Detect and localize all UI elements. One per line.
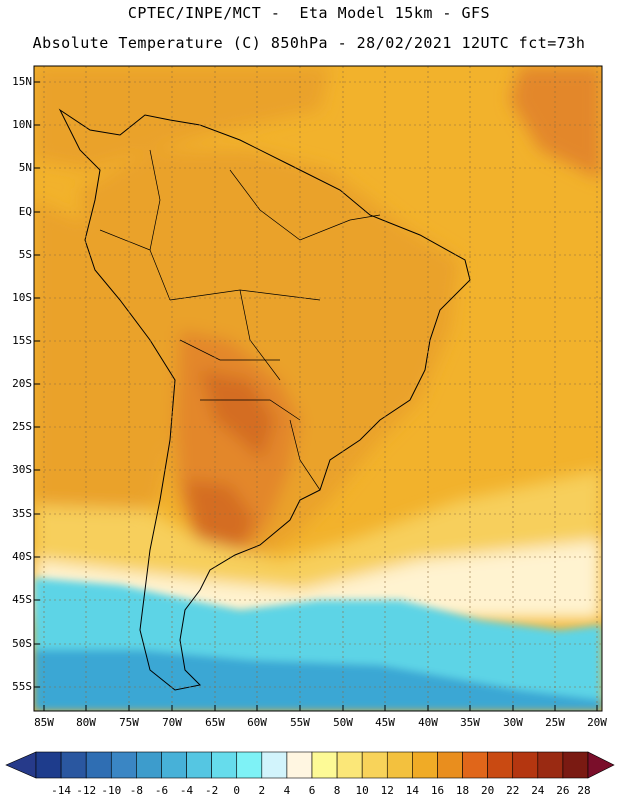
- lon-label: 45W: [375, 716, 395, 729]
- colorbar-cell: [412, 751, 438, 779]
- colorbar-label: 6: [308, 784, 316, 797]
- colorbar-cell: [110, 751, 137, 779]
- colorbar-cell: [437, 751, 463, 779]
- colorbar-label: -12: [76, 784, 97, 797]
- temperature-field: [34, 66, 602, 711]
- lat-label: 20S: [12, 377, 32, 390]
- continent-hottest-area: [185, 370, 275, 560]
- colorbar-label: 0: [233, 784, 241, 797]
- colorbar-cell: [562, 751, 589, 779]
- colorbar-cell: [261, 751, 288, 779]
- lon-label: 40W: [418, 716, 438, 729]
- lon-label: 65W: [205, 716, 225, 729]
- colorbar-label: -4: [179, 784, 194, 797]
- colorbar-cell: [386, 751, 413, 779]
- colorbar-cell: [336, 751, 363, 779]
- colorbar-label: 4: [283, 784, 291, 797]
- lon-label: 60W: [247, 716, 267, 729]
- colorbar-cell: [487, 751, 514, 779]
- atlantic-hot-area: [510, 66, 602, 180]
- lon-label: 30W: [503, 716, 523, 729]
- colorbar-cell: [236, 751, 263, 779]
- colorbar: [5, 751, 615, 779]
- colorbar-label: 10: [355, 784, 369, 797]
- colorbar-cell: [186, 751, 212, 779]
- lat-label: 35S: [12, 507, 32, 520]
- lon-label: 25W: [545, 716, 565, 729]
- colorbar-label: 26: [556, 784, 570, 797]
- colorbar-cell: [161, 751, 187, 779]
- lon-label: 20W: [587, 716, 607, 729]
- lat-label: 10N: [12, 118, 32, 131]
- lon-label: 75W: [119, 716, 139, 729]
- colorbar-label: -2: [205, 784, 219, 797]
- colorbar-label: -14: [51, 784, 72, 797]
- continent-warm-area: [80, 150, 460, 560]
- lat-label: 45S: [12, 593, 32, 606]
- colorbar-label: 2: [258, 784, 266, 797]
- colorbar-cell: [462, 751, 488, 779]
- lat-label: 55S: [12, 680, 32, 693]
- colorbar-cell: [361, 751, 388, 779]
- colorbar-label: -8: [129, 784, 143, 797]
- colorbar-label: 8: [333, 784, 341, 797]
- lon-label: 85W: [34, 716, 54, 729]
- colorbar-cell: [311, 751, 338, 779]
- colorbar-cell: [537, 751, 564, 779]
- colorbar-cell: [512, 751, 539, 779]
- colorbar-label: 24: [531, 784, 545, 797]
- colorbar-label: 20: [481, 784, 495, 797]
- lat-label: 5S: [18, 248, 32, 261]
- axis-ticks: [34, 81, 598, 711]
- colorbar-label: 22: [506, 784, 520, 797]
- colorbar-cell: [136, 751, 162, 779]
- lon-label: 80W: [76, 716, 96, 729]
- colorbar-label: 18: [455, 784, 470, 797]
- lat-label: 50S: [12, 637, 32, 650]
- colorbar-over-arrow: [587, 751, 615, 779]
- colorbar-label: 12: [380, 784, 394, 797]
- colorbar-label: 28: [577, 784, 591, 797]
- colorbar-cell: [35, 751, 62, 779]
- colorbar-under-arrow: [5, 751, 37, 779]
- lat-label: 40S: [12, 550, 32, 563]
- colorbar-label: 16: [430, 784, 445, 797]
- country-borders: [99, 149, 381, 491]
- lon-label: 55W: [290, 716, 310, 729]
- colorbar-cell: [85, 751, 112, 779]
- lat-label: 30S: [12, 463, 32, 476]
- lat-label: 10S: [12, 291, 32, 304]
- lat-label: 15S: [12, 334, 32, 347]
- lon-label: 70W: [162, 716, 182, 729]
- lat-label: EQ: [18, 205, 32, 218]
- title-line-variable: Absolute Temperature (C) 850hPa - 28/02/…: [32, 34, 586, 52]
- lon-label: 35W: [460, 716, 480, 729]
- map-frame: [33, 65, 603, 712]
- colorbar-cell: [211, 751, 238, 779]
- title-line-model: CPTEC/INPE/MCT - Eta Model 15km - GFS: [127, 4, 491, 22]
- colorbar-label: -6: [154, 784, 169, 797]
- south-america-coastline: [58, 108, 471, 691]
- colorbar-cell: [60, 751, 87, 779]
- lon-label: 50W: [333, 716, 353, 729]
- lat-label: 25S: [12, 420, 32, 433]
- south-colder-area: [34, 650, 602, 711]
- lat-label: 15N: [12, 75, 32, 88]
- colorbar-cell: [286, 751, 313, 779]
- colorbar-label: 14: [405, 784, 419, 797]
- warm-band-north: [34, 66, 330, 170]
- colorbar-label: -10: [101, 784, 122, 797]
- lat-label: 5N: [18, 161, 32, 174]
